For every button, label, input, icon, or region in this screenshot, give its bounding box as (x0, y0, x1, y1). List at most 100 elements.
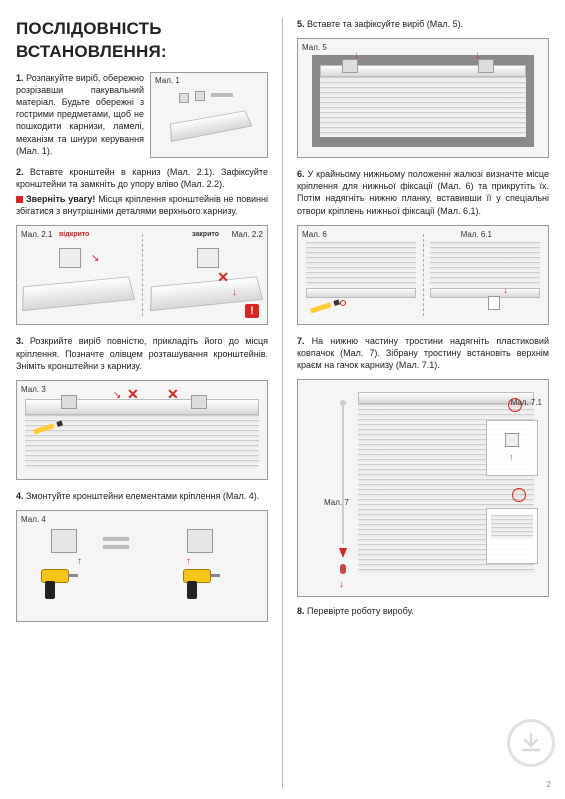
step-7: 7. На нижню частину тростини надягніть п… (297, 335, 549, 371)
mark-icon (340, 300, 346, 306)
arrow-icon: ↑ (186, 555, 191, 569)
step-2-num: 2. (16, 167, 24, 177)
rail-icon (22, 277, 135, 312)
step-3-num: 3. (16, 336, 24, 346)
bracket-icon (478, 59, 494, 73)
figure-1: Мал. 1 (150, 72, 268, 158)
step-8: 8. Перевірте роботу виробу. (297, 605, 549, 617)
figure-61-label: Мал. 6.1 (461, 230, 492, 241)
download-arrow-icon (519, 731, 543, 755)
arrow-icon: ↓ (475, 49, 480, 63)
page-title: ПОСЛІДОВНІСТЬ ВСТАНОВЛЕННЯ: (16, 18, 268, 64)
arrow-icon: ↓ (503, 284, 508, 298)
step-2-text: 2. Вставте кронштейн в карниз (Мал. 2.1)… (16, 166, 268, 190)
warn-label: Зверніть увагу! (26, 194, 95, 204)
step-1: 1. Розпакуйте виріб, обережно розрізавши… (16, 72, 268, 158)
arrow-icon: ↓ (232, 286, 237, 300)
figure-1-label: Мал. 1 (155, 76, 180, 87)
divider-dashed (423, 234, 424, 316)
step-8-body: Перевірте роботу виробу. (307, 606, 414, 616)
bottom-rail-icon (306, 288, 416, 298)
slats-icon (306, 242, 416, 287)
step-7-num: 7. (297, 336, 305, 346)
figure-22-label: Мал. 2.2 (232, 230, 263, 241)
drill-icon (183, 569, 211, 583)
figure-4-label: Мал. 4 (21, 515, 46, 526)
step-7-body: На нижню частину тростини надягніть плас… (297, 336, 549, 370)
step-6-body: У крайньому нижньому положенні жалюзі ви… (297, 169, 549, 215)
bracket-open-icon (59, 248, 81, 268)
xmark-icon: ✕ (167, 385, 179, 404)
pencil-icon (310, 299, 340, 313)
step-5-text: 5. Вставте та зафіксуйте виріб (Мал. 5). (297, 18, 549, 30)
right-column: 5. Вставте та зафіксуйте виріб (Мал. 5).… (297, 18, 549, 789)
step-5-num: 5. (297, 19, 305, 29)
step-3-text: 3. Розкрийте виріб повністю, прикладіть … (16, 335, 268, 371)
wand-cap-icon (340, 564, 346, 574)
dowel-icon (103, 545, 129, 549)
drill-icon (41, 569, 69, 583)
arrow-icon: ↘ (91, 252, 99, 266)
figure-4: Мал. 4 ↑ ↑ (16, 510, 268, 622)
figure-71-label: Мал. 7.1 (511, 398, 542, 409)
bracket-icon (195, 91, 205, 101)
step-4-num: 4. (16, 491, 24, 501)
arrow-icon: ↑ (509, 451, 514, 463)
inset-71b (486, 508, 538, 564)
step-1-body: Розпакуйте виріб, обережно розрізавши па… (16, 73, 144, 156)
xmark-icon: ✕ (127, 385, 139, 404)
step-2: 2. Вставте кронштейн в карниз (Мал. 2.1)… (16, 166, 268, 218)
step-4-body: Змонтуйте кронштейни елементами кріпленн… (26, 491, 259, 501)
screw-icon (211, 93, 233, 97)
clip-icon (488, 296, 500, 310)
slats-mini-icon (491, 515, 533, 539)
step-3-body: Розкрийте виріб повністю, прикладіть йог… (16, 336, 268, 370)
bracket-icon (191, 395, 207, 409)
page: ПОСЛІДОВНІСТЬ ВСТАНОВЛЕННЯ: 1. Розпакуйт… (0, 0, 565, 799)
figure-21-label: Мал. 2.1 (21, 230, 52, 241)
page-number: 2 (547, 780, 551, 791)
step-6: 6. У крайньому нижньому положенні жалюзі… (297, 168, 549, 217)
bracket-icon (61, 395, 77, 409)
figure-2: Мал. 2.1 відкрито закрито Мал. 2.2 ↘ ✕ ↓… (16, 225, 268, 325)
step-3: 3. Розкрийте виріб повністю, прикладіть … (16, 335, 268, 371)
wand-bead-icon (340, 400, 346, 406)
warning-icon (16, 196, 23, 203)
bracket-icon (187, 529, 213, 553)
inset-71: ↑ (486, 420, 538, 476)
arrow-icon: ↓ (354, 49, 359, 63)
step-8-num: 8. (297, 606, 305, 616)
arrow-icon: ↑ (77, 555, 82, 569)
bracket-icon (51, 529, 77, 553)
figure-7: Мал. 7 Мал. 7.1 ↓ (297, 379, 549, 597)
figure-3: Мал. 3 ✕ ✕ ↘ (16, 380, 268, 480)
step-5: 5. Вставте та зафіксуйте виріб (Мал. 5). (297, 18, 549, 30)
step-1-num: 1. (16, 73, 24, 83)
figure-3-label: Мал. 3 (21, 385, 46, 396)
wand-icon (342, 404, 344, 544)
figure-6: Мал. 6 Мал. 6.1 ↓ (297, 225, 549, 325)
step-6-text: 6. У крайньому нижньому положенні жалюзі… (297, 168, 549, 217)
figure-5: Мал. 5 ↓ ↓ (297, 38, 549, 158)
step-7-text: 7. На нижню частину тростини надягніть п… (297, 335, 549, 371)
bracket-closed-icon (197, 248, 219, 268)
left-column: ПОСЛІДОВНІСТЬ ВСТАНОВЛЕННЯ: 1. Розпакуйт… (16, 18, 268, 789)
open-label: відкрито (59, 230, 89, 239)
step-2-warning: Зверніть увагу! Місця кріплення кронштей… (16, 193, 268, 217)
bottom-rail-icon (430, 288, 540, 298)
close-label: закрито (192, 230, 219, 239)
dowel-icon (103, 537, 129, 541)
step-5-body: Вставте та зафіксуйте виріб (Мал. 5). (307, 19, 463, 29)
rail-icon (170, 110, 252, 142)
figure-6-label: Мал. 6 (302, 230, 327, 241)
download-watermark-icon (507, 719, 555, 767)
step-4-text: 4. Змонтуйте кронштейни елементами кріпл… (16, 490, 268, 502)
column-divider (282, 18, 283, 789)
divider-dashed (142, 234, 143, 316)
xmark-icon: ✕ (217, 268, 229, 287)
step-6-num: 6. (297, 169, 305, 179)
figure-7-label: Мал. 7 (324, 498, 349, 509)
bracket-icon (179, 93, 189, 103)
step-8-text: 8. Перевірте роботу виробу. (297, 605, 549, 617)
slats-icon (320, 77, 526, 137)
